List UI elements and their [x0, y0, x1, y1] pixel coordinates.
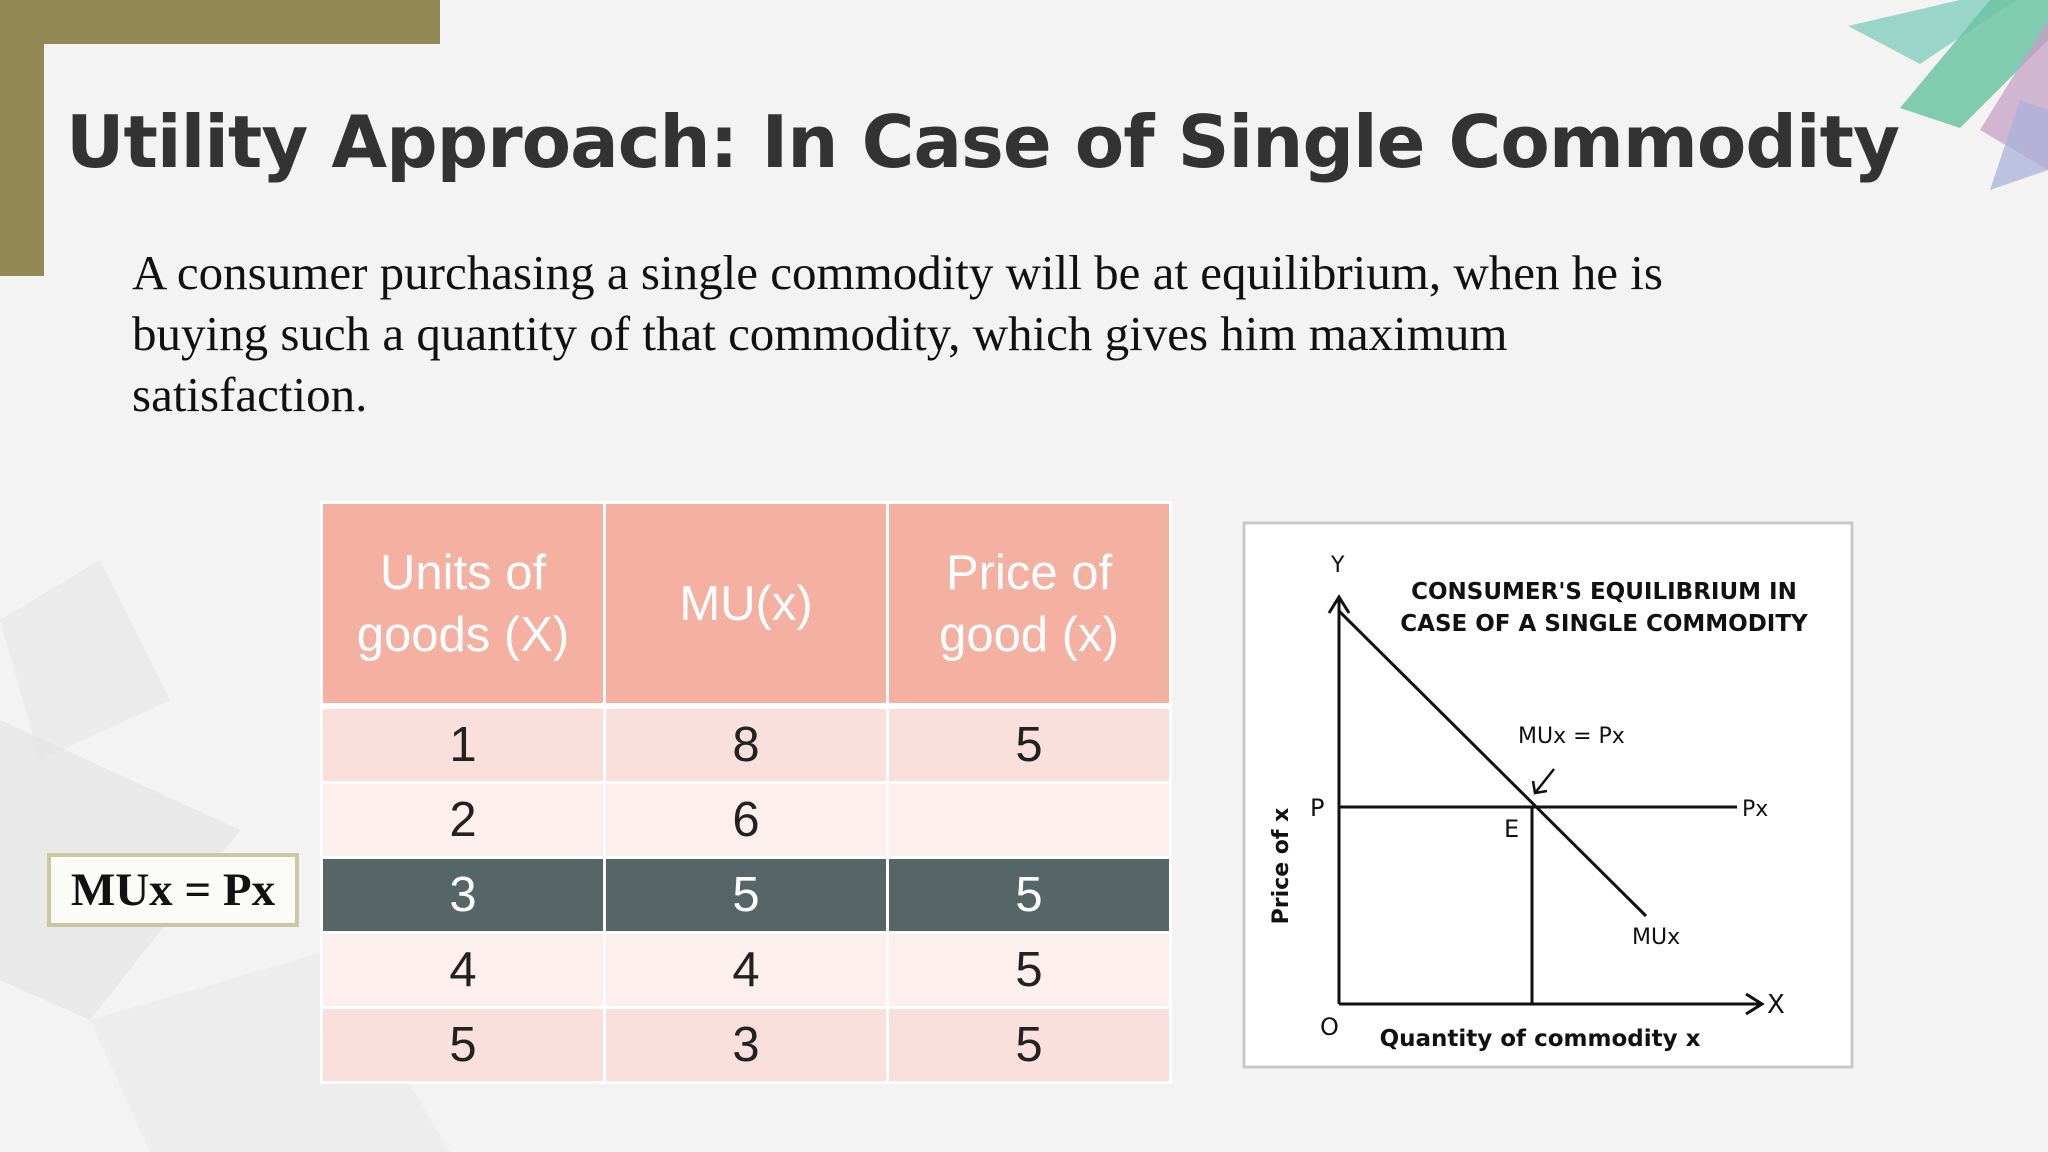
- table-cell-units: 4: [320, 931, 606, 1009]
- marginal-utility-table: Units of goods (X) MU(x) Price of good (…: [320, 501, 1172, 1084]
- table-cell-units: 2: [320, 781, 606, 859]
- price-line-label: Px: [1742, 797, 1768, 822]
- diagram-title-line1: CONSUMER'S EQUILIBRIUM IN: [1411, 579, 1797, 605]
- column-header-mu: MU(x): [603, 501, 889, 709]
- table-cell-price: 5: [886, 1006, 1172, 1084]
- y-axis-title: Price of x: [1269, 808, 1294, 925]
- table-header-row: Units of goods (X) MU(x) Price of good (…: [320, 501, 1172, 709]
- equilibrium-condition-label: MUx = Px: [1518, 724, 1625, 749]
- diagram-frame: [1242, 521, 1854, 1069]
- consumer-equilibrium-diagram: CONSUMER'S EQUILIBRIUM IN CASE OF A SING…: [1242, 521, 1854, 1069]
- table-row: 2 6: [320, 781, 1172, 859]
- x-axis-arrowhead: [1745, 992, 1765, 1016]
- y-axis-arrowhead: [1327, 594, 1351, 614]
- y-axis-letter: Y: [1330, 553, 1345, 578]
- slide-title: Utility Approach: In Case of Single Comm…: [66, 100, 1900, 184]
- column-header-units: Units of goods (X): [320, 501, 606, 709]
- mu-curve: [1337, 609, 1648, 918]
- table-row: 1 8 5: [320, 704, 1172, 784]
- table-row: 5 3 5: [320, 1006, 1172, 1084]
- slide-body-text: A consumer purchasing a single commodity…: [132, 245, 1663, 422]
- table-cell-units: 5: [320, 1006, 606, 1084]
- table-cell-price: 5: [886, 856, 1172, 934]
- table-cell-mu: 6: [603, 781, 889, 859]
- table-cell-mu: 8: [603, 704, 889, 784]
- table-cell-mu: 5: [603, 856, 889, 934]
- equilibrium-pointer-arrow: [1534, 768, 1555, 794]
- table-row-highlighted: 3 5 5: [320, 856, 1172, 934]
- table-row: 4 4 5: [320, 931, 1172, 1009]
- table-cell-price: [886, 781, 1172, 859]
- origin-label: O: [1320, 1013, 1339, 1041]
- table-cell-price: 5: [886, 704, 1172, 784]
- column-header-price: Price of good (x): [886, 501, 1172, 709]
- mu-curve-label: MUx: [1632, 925, 1680, 950]
- price-label: P: [1310, 794, 1324, 822]
- x-axis-title: Quantity of commodity x: [1380, 1026, 1701, 1052]
- equilibrium-pointer-arrowhead: [1531, 780, 1548, 795]
- table-cell-mu: 4: [603, 931, 889, 1009]
- x-axis-letter: X: [1767, 990, 1785, 1020]
- diagram-title-line2: CASE OF A SINGLE COMMODITY: [1400, 611, 1808, 637]
- table-cell-mu: 3: [603, 1006, 889, 1084]
- equilibrium-point-label: E: [1504, 815, 1519, 843]
- table-cell-units: 3: [320, 856, 606, 934]
- table-cell-units: 1: [320, 704, 606, 784]
- table-cell-price: 5: [886, 931, 1172, 1009]
- equilibrium-condition-box: MUx = Px: [47, 853, 299, 927]
